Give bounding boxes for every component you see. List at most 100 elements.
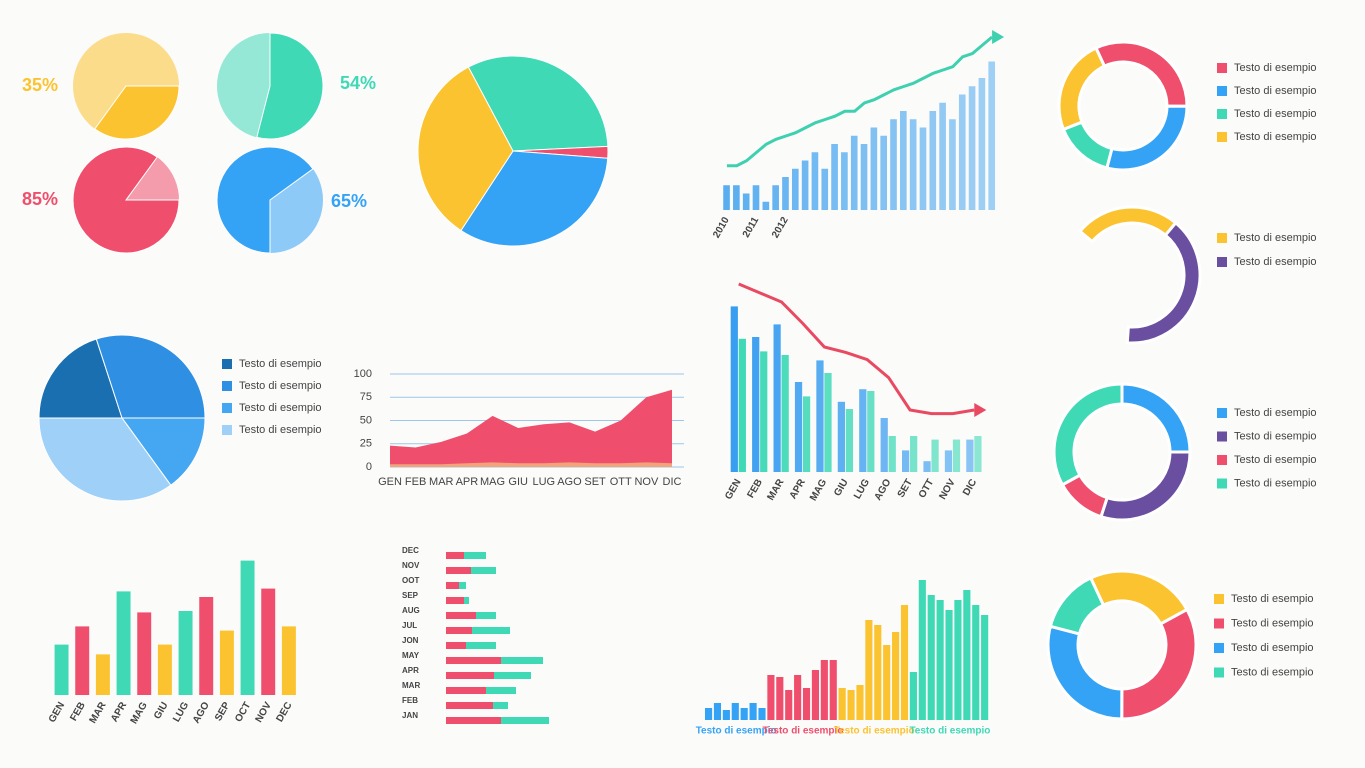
legend-label: Testo di esempio bbox=[239, 424, 322, 436]
percent-label: 65% bbox=[331, 191, 367, 211]
bar bbox=[867, 391, 875, 472]
bar bbox=[54, 644, 69, 695]
pie-slice bbox=[1046, 624, 1124, 721]
bar-segment bbox=[446, 612, 476, 619]
bar bbox=[936, 600, 944, 720]
bar bbox=[988, 61, 996, 210]
bar bbox=[968, 86, 976, 210]
pie-slice bbox=[72, 146, 180, 254]
bar bbox=[821, 168, 829, 210]
bar bbox=[95, 654, 110, 695]
y-tick-label: 50 bbox=[360, 414, 372, 426]
legend-label: Testo di esempio bbox=[1231, 666, 1314, 678]
x-tick-label: SEP bbox=[213, 700, 233, 723]
pie-slice bbox=[1093, 40, 1189, 108]
bar bbox=[75, 626, 90, 695]
bar bbox=[966, 439, 974, 472]
x-tick-label: DIC bbox=[961, 477, 979, 497]
pie-slice bbox=[1048, 575, 1106, 636]
bar bbox=[859, 389, 867, 472]
bar-segment bbox=[471, 567, 496, 574]
y-tick-label: 0 bbox=[366, 461, 372, 473]
percent-label: 54% bbox=[340, 73, 376, 93]
bar bbox=[749, 703, 757, 720]
bar bbox=[772, 185, 779, 210]
bar bbox=[944, 450, 953, 472]
bar bbox=[860, 144, 868, 210]
bar bbox=[972, 605, 980, 720]
x-tick-label: OTT bbox=[917, 477, 937, 500]
bar bbox=[762, 201, 770, 210]
y-tick-label: JUL bbox=[402, 621, 417, 630]
x-tick-label: MAG bbox=[480, 476, 505, 488]
legend-swatch bbox=[1217, 63, 1227, 73]
bar bbox=[767, 675, 775, 720]
bar bbox=[801, 160, 809, 210]
x-tick-label: SET bbox=[584, 476, 606, 488]
bar bbox=[281, 626, 296, 695]
x-tick-label: NOV bbox=[634, 476, 659, 488]
bar bbox=[776, 677, 784, 720]
bar-segment bbox=[464, 552, 486, 559]
pie-slice bbox=[1105, 104, 1189, 172]
arrow-head bbox=[992, 30, 1005, 44]
x-tick-label: MAG bbox=[808, 477, 829, 503]
bar bbox=[752, 185, 760, 210]
bar bbox=[865, 620, 873, 720]
bar bbox=[909, 672, 917, 720]
y-tick-label: SEP bbox=[402, 591, 419, 600]
legend-swatch bbox=[1214, 667, 1224, 678]
bar bbox=[883, 645, 891, 720]
bar bbox=[919, 127, 927, 210]
bar bbox=[929, 111, 937, 210]
bar bbox=[874, 625, 882, 720]
legend-label: Testo di esempio bbox=[1234, 407, 1317, 419]
legend-label: Testo di esempio bbox=[239, 402, 322, 414]
percent-label: 85% bbox=[22, 189, 58, 209]
x-tick-label: FEB bbox=[68, 700, 88, 723]
bar bbox=[758, 708, 766, 720]
bar bbox=[888, 436, 896, 472]
y-tick-label: 25 bbox=[360, 438, 372, 450]
bar bbox=[802, 688, 811, 720]
bar bbox=[945, 610, 953, 720]
percent-label: 35% bbox=[22, 75, 58, 95]
bar-segment bbox=[486, 687, 516, 694]
bar bbox=[958, 94, 966, 210]
legend-swatch bbox=[1217, 132, 1227, 142]
bar bbox=[939, 102, 946, 210]
bar bbox=[802, 396, 811, 472]
pie-slice bbox=[38, 338, 123, 419]
bar bbox=[880, 135, 887, 210]
bar bbox=[902, 450, 910, 472]
bar-segment bbox=[446, 597, 464, 604]
legend-swatch bbox=[1217, 109, 1227, 119]
legend-label: Testo di esempio bbox=[1234, 454, 1317, 466]
legend-swatch bbox=[222, 359, 232, 369]
bar bbox=[219, 630, 234, 695]
legend-label: Testo di esempio bbox=[1234, 256, 1317, 268]
bar bbox=[949, 119, 956, 210]
y-tick-label: APR bbox=[402, 666, 419, 675]
bar bbox=[731, 703, 739, 720]
x-tick-label: 2012 bbox=[770, 215, 791, 240]
legend-swatch bbox=[1217, 431, 1227, 442]
legend-swatch bbox=[1214, 594, 1224, 604]
bar-segment bbox=[446, 582, 459, 589]
area bbox=[390, 389, 672, 467]
legend-label: Testo di esempio bbox=[1231, 617, 1314, 629]
x-tick-label: SET bbox=[896, 477, 915, 499]
x-tick-label: NOV bbox=[937, 477, 958, 502]
y-tick-label: OOT bbox=[402, 576, 419, 585]
x-tick-label: LUG bbox=[533, 476, 556, 488]
bar bbox=[850, 135, 858, 210]
bar-segment bbox=[446, 717, 501, 724]
trend-line bbox=[726, 35, 994, 168]
bar bbox=[199, 597, 214, 695]
legend-label: Testo di esempio bbox=[1234, 85, 1317, 97]
pie-slice bbox=[1099, 450, 1192, 522]
bar-segment bbox=[472, 627, 510, 634]
bar bbox=[723, 185, 730, 210]
bar bbox=[829, 660, 837, 720]
